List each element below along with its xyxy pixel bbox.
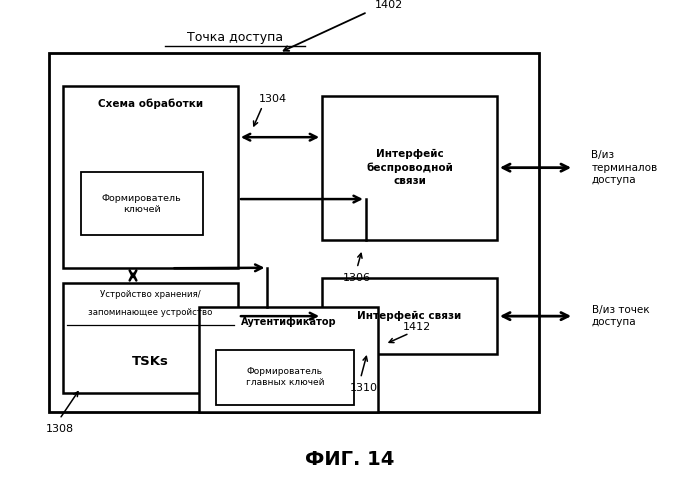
Bar [199, 307, 378, 412]
Text: Устройство хранения/: Устройство хранения/ [100, 290, 201, 299]
Text: Формирователь
главных ключей: Формирователь главных ключей [246, 367, 324, 387]
Bar [63, 86, 238, 268]
Text: 1304: 1304 [259, 94, 287, 103]
Bar [80, 172, 203, 235]
Text: В/из
терминалов
доступа: В/из терминалов доступа [592, 150, 658, 185]
Text: Аутентификатор: Аутентификатор [241, 317, 337, 327]
Text: 1306: 1306 [343, 273, 371, 283]
Text: Формирователь
ключей: Формирователь ключей [102, 194, 181, 214]
Text: Точка доступа: Точка доступа [187, 31, 284, 44]
Text: запоминающее устройство: запоминающее устройство [88, 308, 213, 317]
Text: Схема обработки: Схема обработки [98, 98, 203, 109]
Bar [49, 53, 539, 412]
Bar [322, 278, 497, 354]
Bar [322, 96, 497, 240]
Text: В/из точек
доступа: В/из точек доступа [592, 305, 649, 327]
Text: 1402: 1402 [374, 0, 402, 10]
Text: 1310: 1310 [350, 383, 378, 393]
Text: 1308: 1308 [46, 424, 74, 434]
Text: TSKs: TSKs [132, 355, 169, 368]
Text: Интерфейс связи: Интерфейс связи [358, 311, 461, 321]
Text: Интерфейс
беспроводной
связи: Интерфейс беспроводной связи [366, 149, 453, 186]
Text: 1412: 1412 [402, 322, 430, 332]
Bar [216, 350, 354, 405]
Text: ФИГ. 14: ФИГ. 14 [305, 450, 395, 469]
Bar [63, 283, 238, 393]
